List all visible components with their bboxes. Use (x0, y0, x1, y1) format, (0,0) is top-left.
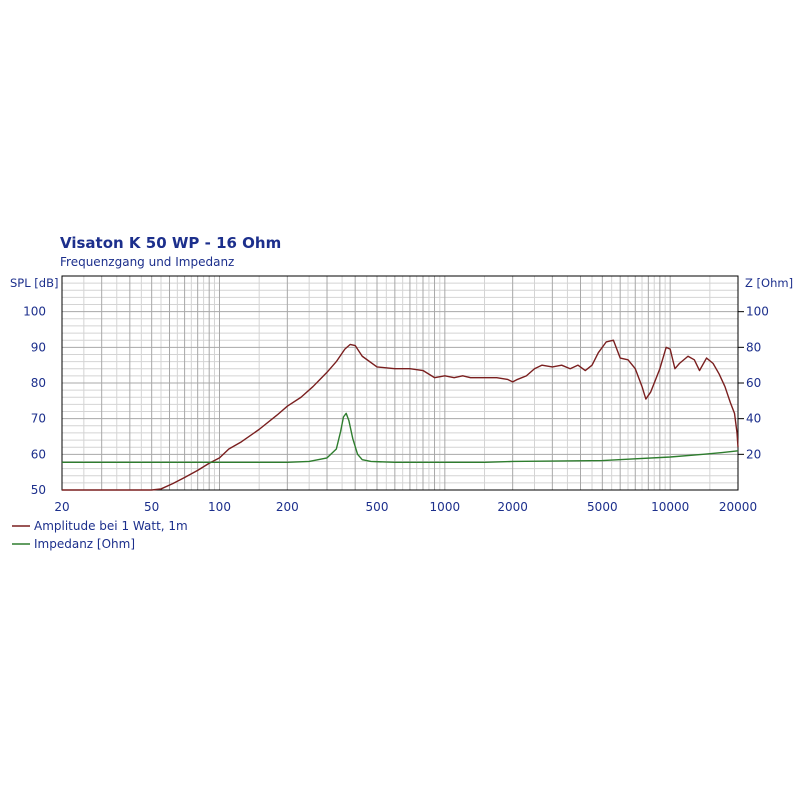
series-lines (62, 339, 739, 491)
x-tick-label: 20000 (719, 500, 757, 514)
x-tick-label: 5000 (587, 500, 618, 514)
y-tick-label-right: 60 (746, 376, 761, 390)
x-tick-label: 50 (144, 500, 159, 514)
y-tick-labels-right: 20 40 60 80 100 (738, 305, 769, 461)
y-axis-left-label: SPL [dB] (10, 276, 58, 290)
x-tick-label: 1000 (430, 500, 461, 514)
y-tick-label-left: 80 (31, 376, 46, 390)
y-tick-label-left: 50 (31, 483, 46, 497)
y-tick-label-left: 70 (31, 412, 46, 426)
y-axis-right-label: Z [Ohm] (745, 276, 793, 290)
x-tick-label: 100 (208, 500, 231, 514)
legend-label: Amplitude bei 1 Watt, 1m (34, 519, 188, 533)
y-tick-label-left: 90 (31, 340, 46, 354)
impedance-line (62, 412, 739, 464)
chart-subtitle: Frequenzgang und Impedanz (60, 255, 234, 269)
y-tick-label-right: 80 (746, 340, 761, 354)
chart-title: Visaton K 50 WP - 16 Ohm (60, 234, 281, 252)
y-tick-labels-left: 50 60 70 80 90 100 (23, 305, 46, 497)
y-tick-label-right: 20 (746, 447, 761, 461)
x-tick-label: 2000 (497, 500, 528, 514)
y-tick-label-left: 60 (31, 447, 46, 461)
x-tick-label: 10000 (651, 500, 689, 514)
y-tick-label-right: 100 (746, 305, 769, 319)
amplitude-line (62, 339, 739, 491)
y-tick-label-left: 100 (23, 305, 46, 319)
legend-label: Impedanz [Ohm] (34, 537, 135, 551)
x-tick-label: 200 (276, 500, 299, 514)
legend: Amplitude bei 1 Watt, 1m Impedanz [Ohm] (12, 519, 188, 551)
x-tick-label: 20 (54, 500, 69, 514)
x-tick-labels: 20 50 100 200 500 1000 2000 5000 10000 20000 (54, 500, 757, 514)
y-tick-label-right: 40 (746, 412, 761, 426)
x-tick-label: 500 (366, 500, 389, 514)
